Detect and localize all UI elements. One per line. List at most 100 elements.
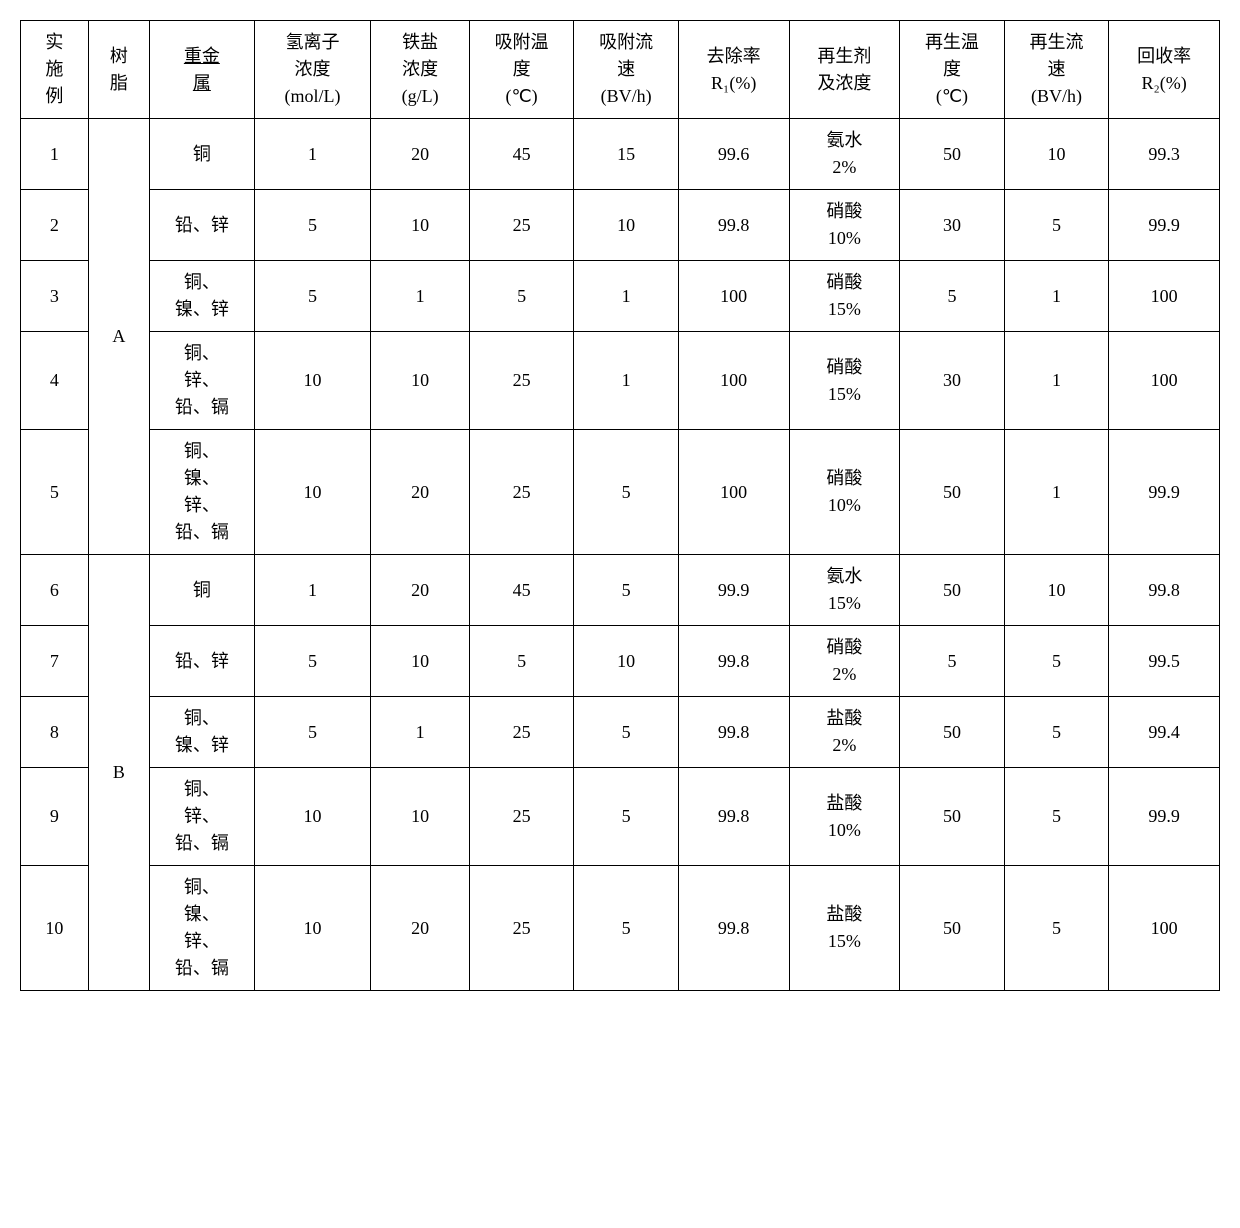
cell-fe-conc: 20	[371, 555, 469, 626]
cell-metal: 铜、镍、锌、铅、镉	[150, 430, 255, 555]
cell-r1: 100	[678, 261, 789, 332]
cell-r2: 99.9	[1109, 190, 1220, 261]
cell-ads-temp: 25	[469, 430, 574, 555]
cell-fe-conc: 10	[371, 626, 469, 697]
cell-fe-conc: 10	[371, 332, 469, 430]
cell-reg-flow: 1	[1004, 332, 1109, 430]
cell-fe-conc: 1	[371, 697, 469, 768]
cell-ads-temp: 25	[469, 697, 574, 768]
cell-reg-temp: 30	[900, 190, 1005, 261]
cell-ads-temp: 45	[469, 555, 574, 626]
cell-reg-flow: 5	[1004, 866, 1109, 991]
cell-reg-temp: 5	[900, 626, 1005, 697]
cell-r2: 99.5	[1109, 626, 1220, 697]
cell-h-conc: 5	[254, 190, 371, 261]
cell-r2: 99.9	[1109, 768, 1220, 866]
cell-h-conc: 10	[254, 866, 371, 991]
cell-example: 5	[21, 430, 89, 555]
table-row: 10铜、镍、锌、铅、镉102025599.8盐酸15%505100	[21, 866, 1220, 991]
table-row: 1A铜120451599.6氨水2%501099.3	[21, 119, 1220, 190]
cell-h-conc: 10	[254, 332, 371, 430]
cell-metal: 铜	[150, 555, 255, 626]
table-row: 2铅、锌510251099.8硝酸10%30599.9	[21, 190, 1220, 261]
header-row: 实施例 树脂 重金属 氢离子浓度(mol/L) 铁盐浓度(g/L) 吸附温度(℃…	[21, 21, 1220, 119]
cell-ads-flow: 1	[574, 332, 679, 430]
cell-ads-flow: 1	[574, 261, 679, 332]
cell-regen: 氨水15%	[789, 555, 900, 626]
cell-reg-flow: 10	[1004, 119, 1109, 190]
cell-fe-conc: 20	[371, 430, 469, 555]
cell-example: 3	[21, 261, 89, 332]
table-body: 1A铜120451599.6氨水2%501099.32铅、锌510251099.…	[21, 119, 1220, 991]
cell-example: 8	[21, 697, 89, 768]
hdr-reg-temp: 再生温度(℃)	[900, 21, 1005, 119]
cell-r2: 99.8	[1109, 555, 1220, 626]
cell-r1: 99.8	[678, 866, 789, 991]
cell-regen: 硝酸15%	[789, 332, 900, 430]
cell-regen: 硝酸10%	[789, 190, 900, 261]
table-row: 8铜、镍、锌5125599.8盐酸2%50599.4	[21, 697, 1220, 768]
cell-r1: 99.8	[678, 626, 789, 697]
cell-resin: A	[88, 119, 149, 555]
cell-ads-temp: 25	[469, 332, 574, 430]
table-row: 9铜、锌、铅、镉101025599.8盐酸10%50599.9	[21, 768, 1220, 866]
table-row: 3铜、镍、锌5151100硝酸15%51100	[21, 261, 1220, 332]
cell-regen: 盐酸15%	[789, 866, 900, 991]
cell-regen: 硝酸2%	[789, 626, 900, 697]
cell-reg-flow: 5	[1004, 626, 1109, 697]
cell-ads-temp: 5	[469, 261, 574, 332]
cell-regen: 硝酸15%	[789, 261, 900, 332]
cell-reg-flow: 5	[1004, 768, 1109, 866]
cell-metal: 铜、锌、铅、镉	[150, 332, 255, 430]
cell-ads-flow: 15	[574, 119, 679, 190]
cell-h-conc: 1	[254, 119, 371, 190]
cell-r2: 99.9	[1109, 430, 1220, 555]
cell-example: 2	[21, 190, 89, 261]
cell-example: 6	[21, 555, 89, 626]
cell-ads-temp: 45	[469, 119, 574, 190]
cell-metal: 铜、镍、锌、铅、镉	[150, 866, 255, 991]
cell-reg-temp: 50	[900, 697, 1005, 768]
hdr-example: 实施例	[21, 21, 89, 119]
cell-reg-temp: 50	[900, 119, 1005, 190]
cell-h-conc: 10	[254, 430, 371, 555]
hdr-metal: 重金属	[150, 21, 255, 119]
cell-reg-temp: 5	[900, 261, 1005, 332]
cell-ads-flow: 5	[574, 697, 679, 768]
cell-r1: 99.8	[678, 697, 789, 768]
cell-regen: 盐酸2%	[789, 697, 900, 768]
cell-h-conc: 5	[254, 697, 371, 768]
table-row: 4铜、锌、铅、镉1010251100硝酸15%301100	[21, 332, 1220, 430]
cell-metal: 铜、镍、锌	[150, 261, 255, 332]
cell-ads-flow: 5	[574, 555, 679, 626]
cell-r1: 100	[678, 332, 789, 430]
cell-ads-temp: 25	[469, 768, 574, 866]
cell-fe-conc: 1	[371, 261, 469, 332]
cell-reg-temp: 50	[900, 866, 1005, 991]
hdr-resin: 树脂	[88, 21, 149, 119]
cell-r1: 99.9	[678, 555, 789, 626]
hdr-h-conc: 氢离子浓度(mol/L)	[254, 21, 371, 119]
hdr-reg-flow: 再生流速(BV/h)	[1004, 21, 1109, 119]
cell-fe-conc: 10	[371, 190, 469, 261]
cell-reg-temp: 30	[900, 332, 1005, 430]
hdr-regen: 再生剂及浓度	[789, 21, 900, 119]
hdr-r2: 回收率R₂(%)	[1109, 21, 1220, 119]
cell-h-conc: 5	[254, 626, 371, 697]
cell-ads-flow: 5	[574, 866, 679, 991]
hdr-fe-conc: 铁盐浓度(g/L)	[371, 21, 469, 119]
cell-h-conc: 5	[254, 261, 371, 332]
cell-ads-temp: 5	[469, 626, 574, 697]
cell-ads-flow: 10	[574, 190, 679, 261]
cell-ads-flow: 5	[574, 768, 679, 866]
cell-metal: 铜	[150, 119, 255, 190]
cell-r2: 99.3	[1109, 119, 1220, 190]
cell-reg-temp: 50	[900, 555, 1005, 626]
cell-ads-temp: 25	[469, 190, 574, 261]
cell-r2: 100	[1109, 866, 1220, 991]
cell-metal: 铅、锌	[150, 190, 255, 261]
cell-reg-flow: 10	[1004, 555, 1109, 626]
cell-reg-temp: 50	[900, 430, 1005, 555]
data-table: 实施例 树脂 重金属 氢离子浓度(mol/L) 铁盐浓度(g/L) 吸附温度(℃…	[20, 20, 1220, 991]
cell-example: 7	[21, 626, 89, 697]
